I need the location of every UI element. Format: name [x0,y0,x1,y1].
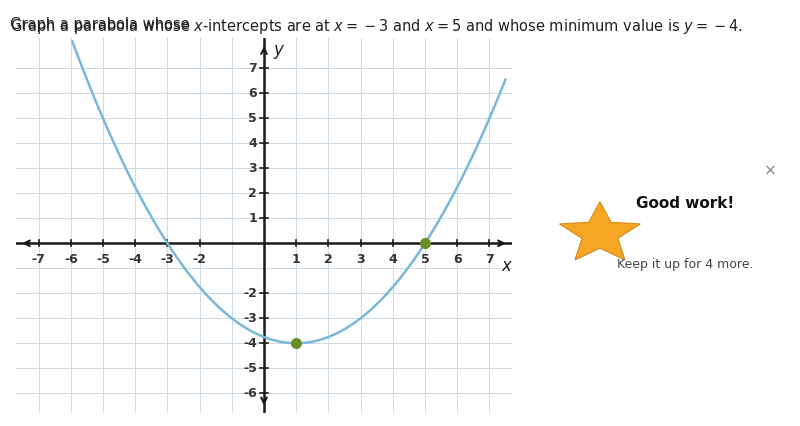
Text: 1: 1 [292,253,301,266]
FancyBboxPatch shape [541,148,791,338]
Text: -4: -4 [128,253,142,266]
Text: Graph a parabola whose $x$-intercepts are at $x = -3$ and $x = 5$ and whose mini: Graph a parabola whose $x$-intercepts ar… [10,17,743,36]
Text: -4: -4 [243,337,257,350]
Text: 2: 2 [324,253,333,266]
Text: 4: 4 [389,253,398,266]
Text: $x$: $x$ [501,257,514,275]
Text: 6: 6 [453,253,462,266]
Text: -6: -6 [64,253,78,266]
Text: Good work!: Good work! [636,196,734,211]
Text: ×: × [763,164,776,179]
Text: -6: -6 [243,387,257,400]
Text: 3: 3 [248,162,257,175]
Text: -5: -5 [96,253,110,266]
Polygon shape [559,201,640,260]
Text: 6: 6 [248,87,257,100]
Text: 7: 7 [485,253,494,266]
Text: -3: -3 [161,253,174,266]
Text: Graph a parabola whose: Graph a parabola whose [10,17,194,32]
Text: 4: 4 [248,137,257,150]
Text: 7: 7 [248,62,257,75]
Text: Keep it up for 4 more.: Keep it up for 4 more. [617,258,753,271]
Text: -5: -5 [243,362,257,375]
Text: 5: 5 [248,112,257,125]
Text: 3: 3 [356,253,365,266]
Text: 2: 2 [248,187,257,200]
Text: -7: -7 [32,253,46,266]
Text: $y$: $y$ [273,43,286,61]
Text: -2: -2 [193,253,206,266]
Text: -2: -2 [243,287,257,300]
Text: 5: 5 [421,253,430,266]
Text: 1: 1 [248,212,257,225]
Text: -3: -3 [243,312,257,325]
